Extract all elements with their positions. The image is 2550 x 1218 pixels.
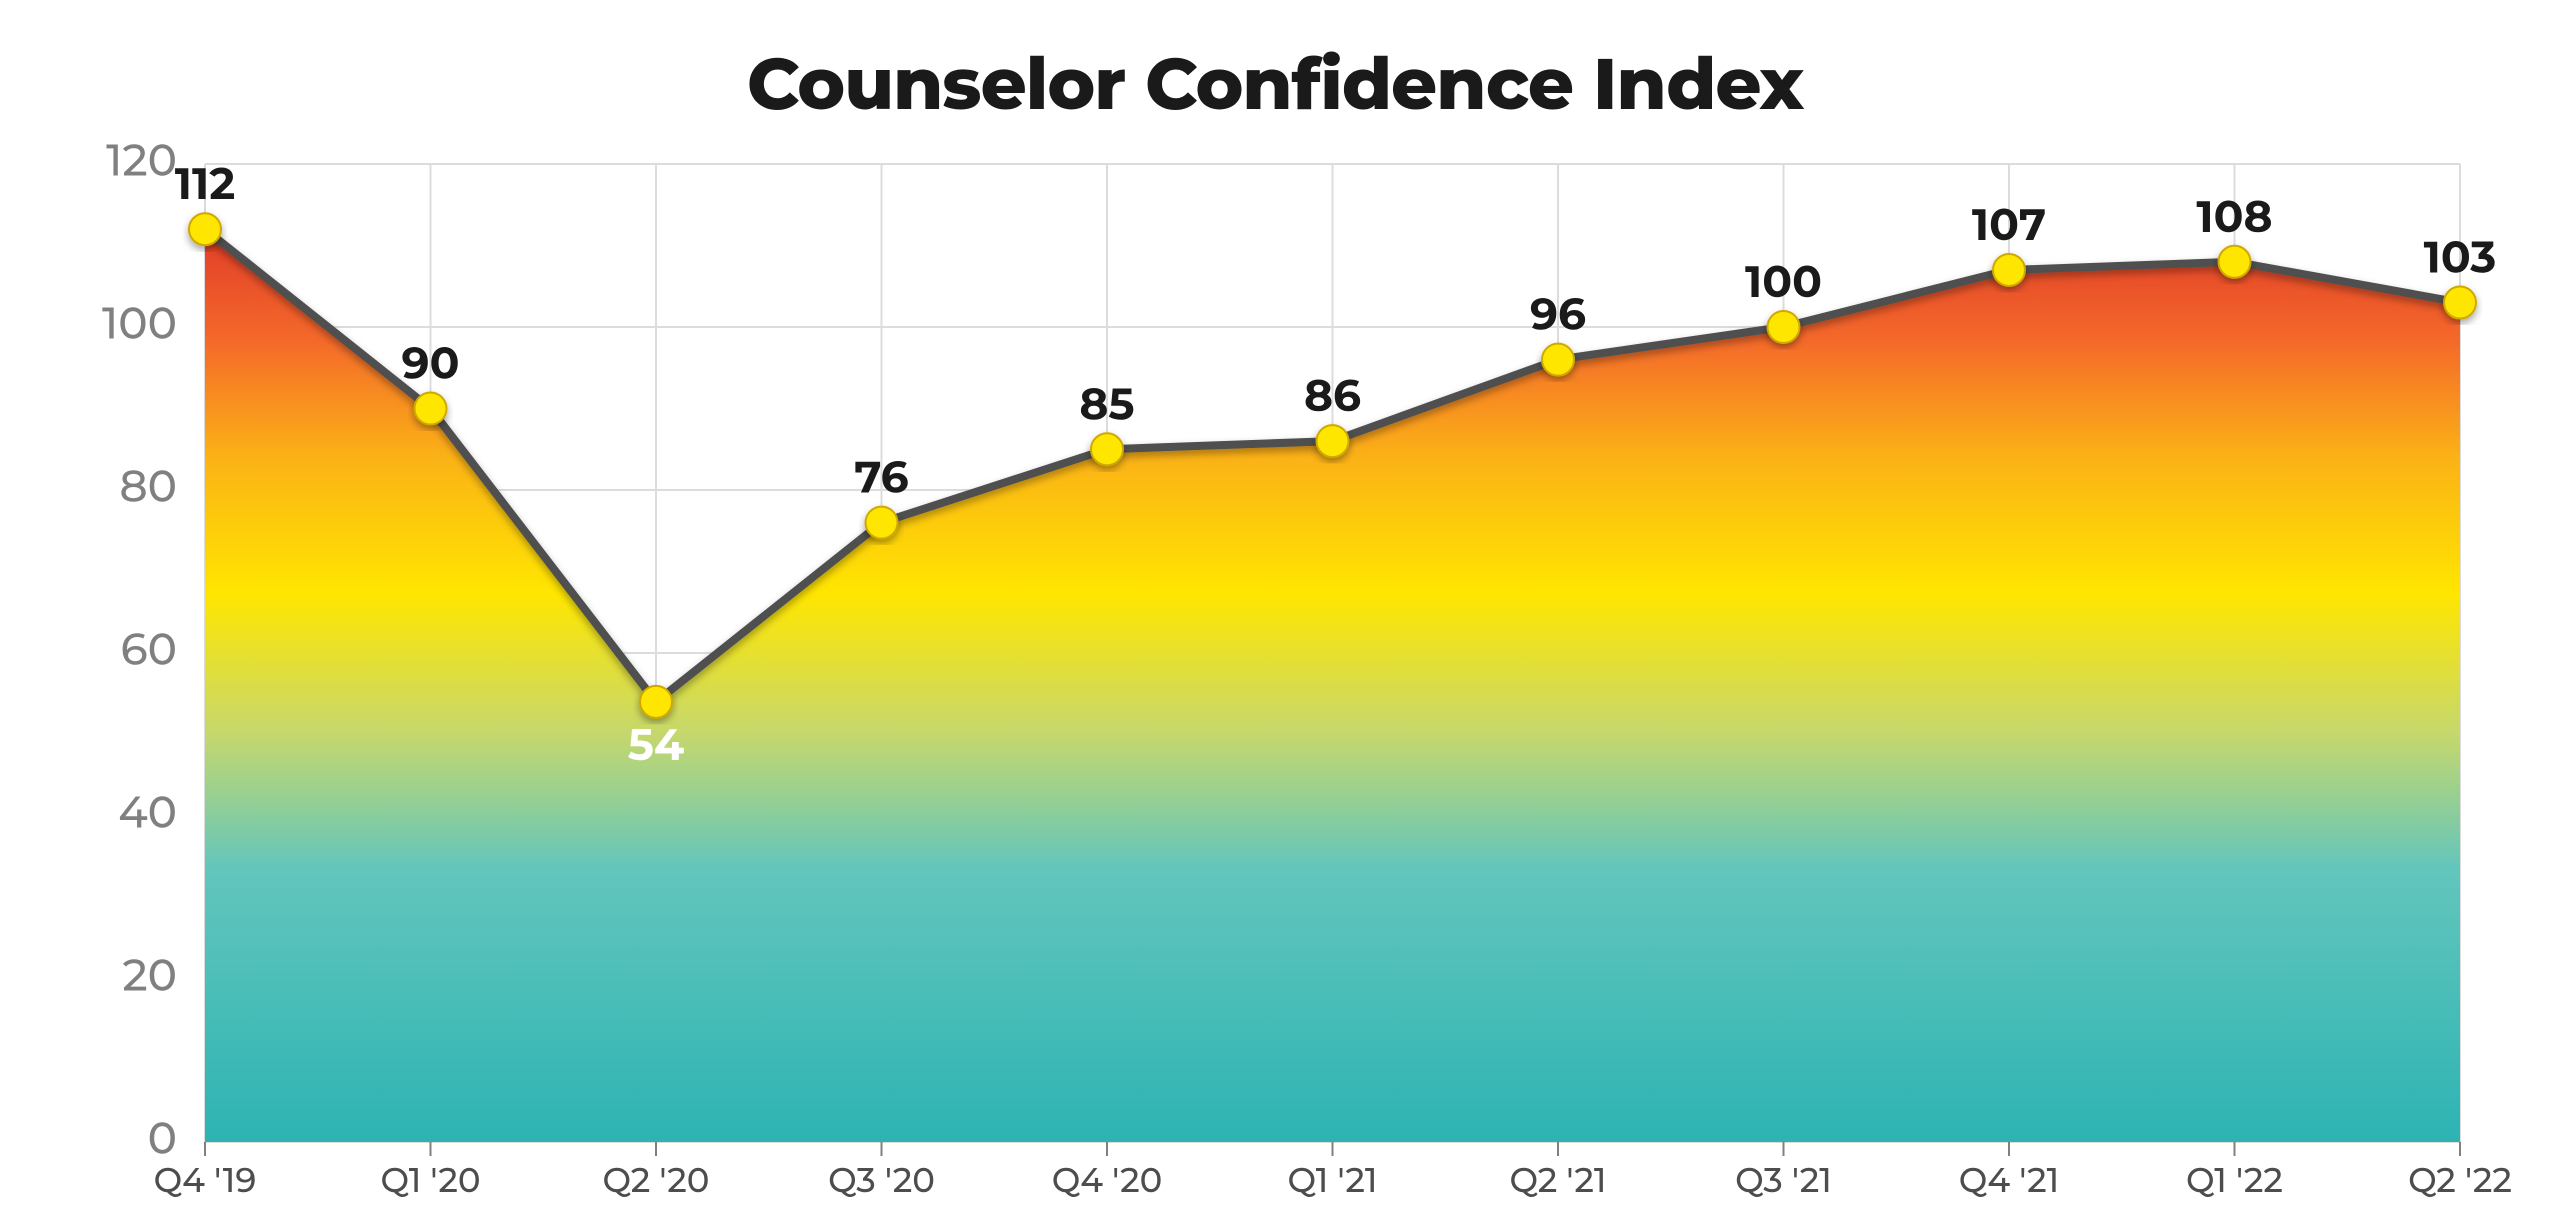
x-tick-label: Q4 '20 bbox=[1052, 1159, 1163, 1201]
x-tick-label: Q3 '21 bbox=[1735, 1159, 1832, 1201]
y-tick-label: 60 bbox=[121, 623, 178, 677]
value-label: 108 bbox=[2196, 190, 2272, 244]
value-label: 107 bbox=[1972, 198, 2046, 252]
data-point bbox=[415, 393, 447, 425]
data-point bbox=[189, 213, 221, 245]
value-label: 100 bbox=[1745, 255, 1822, 309]
x-tick-label: Q4 '21 bbox=[1959, 1159, 2059, 1201]
value-label: 86 bbox=[1304, 369, 1361, 423]
y-tick-label: 0 bbox=[148, 1112, 177, 1166]
x-tick-label: Q2 '22 bbox=[2408, 1159, 2512, 1201]
y-tick-label: 20 bbox=[122, 949, 177, 1003]
y-axis-labels: 0 20 40 60 80 100 120 bbox=[102, 134, 177, 1166]
x-tick-label: Q3 '20 bbox=[828, 1159, 935, 1201]
value-label: 112 bbox=[175, 157, 235, 211]
data-point bbox=[2219, 246, 2251, 278]
data-point bbox=[1317, 425, 1349, 457]
x-tick-label: Q2 '21 bbox=[1510, 1159, 1607, 1201]
data-point bbox=[1542, 344, 1574, 376]
value-label: 85 bbox=[1079, 377, 1134, 431]
y-tick-label: 120 bbox=[106, 134, 177, 188]
value-label: 54 bbox=[628, 718, 685, 772]
data-point bbox=[866, 507, 898, 539]
value-label: 90 bbox=[402, 337, 460, 391]
confidence-index-chart: 020406080100120Q4 '19Q1 '20Q2 '20Q3 '20Q… bbox=[0, 0, 2550, 1218]
data-point bbox=[2444, 287, 2476, 319]
y-tick-label: 100 bbox=[102, 297, 177, 351]
data-point bbox=[640, 686, 672, 718]
chart-container: Counselor Confidence Index 0204060801001… bbox=[0, 0, 2550, 1218]
data-point bbox=[1768, 311, 1800, 343]
data-point bbox=[1993, 254, 2025, 286]
x-tick-label: Q1 '21 bbox=[1288, 1159, 1378, 1201]
x-tick-label: Q2 '20 bbox=[603, 1159, 710, 1201]
value-label: 96 bbox=[1530, 288, 1586, 342]
x-tick-label: Q4 '19 bbox=[154, 1159, 257, 1201]
value-label: 103 bbox=[2424, 231, 2497, 285]
y-tick-label: 40 bbox=[118, 786, 177, 840]
value-label: 76 bbox=[854, 451, 908, 505]
x-axis: Q4 '19 Q1 '20 Q2 '20 Q3 '20 Q4 '20 Q1 '21 Q2 '… bbox=[154, 1142, 2512, 1201]
data-point bbox=[1091, 433, 1123, 465]
y-tick-label: 80 bbox=[119, 460, 177, 514]
x-tick-label: Q1 '22 bbox=[2186, 1159, 2283, 1201]
x-tick-label: Q1 '20 bbox=[380, 1159, 480, 1201]
